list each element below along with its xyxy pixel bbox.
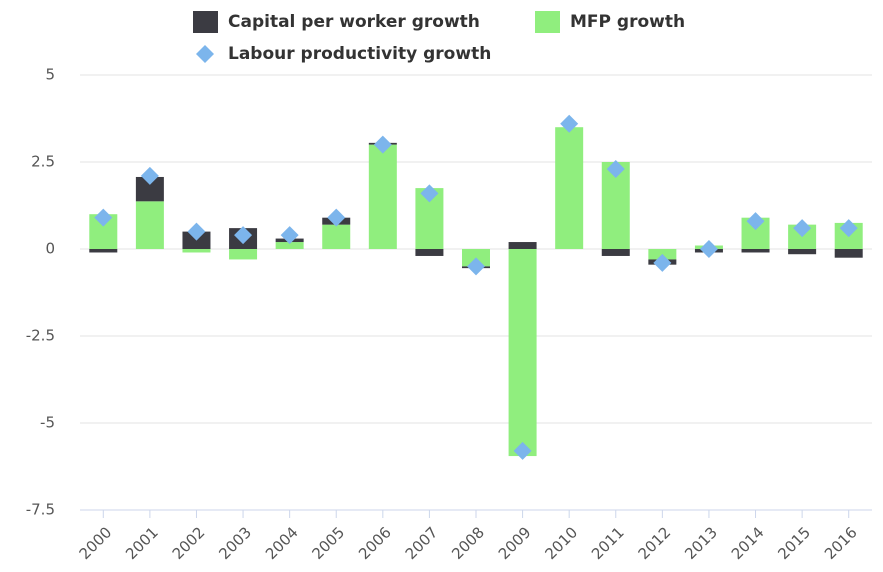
bar <box>834 249 863 258</box>
bar <box>275 242 304 249</box>
bar <box>555 127 584 249</box>
x-tick-label: 2003 <box>215 523 255 563</box>
legend-label[interactable]: Capital per worker growth <box>228 12 480 32</box>
y-tick-label: -5 <box>40 414 55 432</box>
x-tick-label: 2016 <box>821 523 861 563</box>
x-tick-label: 2004 <box>262 523 302 563</box>
x-tick-label: 2009 <box>495 523 535 563</box>
diamond-marker <box>327 208 346 227</box>
bar <box>368 144 397 249</box>
diamond-marker <box>699 240 718 258</box>
diamond-marker <box>187 222 206 241</box>
y-tick-label: 0 <box>45 240 55 258</box>
bar <box>182 249 211 253</box>
diamond-marker <box>280 226 299 245</box>
diamond-marker <box>653 253 672 272</box>
bar <box>135 201 164 249</box>
bar <box>741 249 770 253</box>
diamond-marker <box>746 212 765 231</box>
diamond-marker <box>373 135 392 154</box>
x-tick-label: 2011 <box>588 523 628 563</box>
bar <box>508 242 537 249</box>
x-tick-label: 2000 <box>76 523 116 563</box>
bar <box>89 249 118 253</box>
x-tick-label: 2014 <box>728 523 768 563</box>
legend-swatch[interactable] <box>535 11 560 33</box>
diamond-marker <box>513 441 532 460</box>
legend-marker[interactable] <box>196 45 214 63</box>
diamond-marker <box>793 219 812 238</box>
bar <box>415 249 444 256</box>
diamond-marker <box>560 114 579 133</box>
diamond-marker <box>234 226 253 245</box>
x-tick-label: 2006 <box>355 523 395 563</box>
x-tick-label: 2012 <box>635 523 675 563</box>
y-tick-label: 2.5 <box>31 153 55 171</box>
x-tick-label: 2007 <box>402 523 442 563</box>
diamond-marker <box>140 166 159 185</box>
y-tick-label: -7.5 <box>26 501 55 519</box>
diamond-marker <box>420 184 439 203</box>
bar <box>601 249 630 256</box>
x-tick-label: 2002 <box>169 523 209 563</box>
y-tick-label: -2.5 <box>26 327 55 345</box>
diamond-marker <box>839 219 858 238</box>
bar <box>322 224 351 249</box>
x-tick-label: 2005 <box>309 523 349 563</box>
diamond-marker <box>94 208 113 227</box>
bar <box>788 249 817 255</box>
diamond-marker <box>606 159 625 178</box>
x-tick-label: 2013 <box>681 523 721 563</box>
legend-label[interactable]: MFP growth <box>570 12 685 32</box>
legend-swatch[interactable] <box>193 11 218 33</box>
legend-label[interactable]: Labour productivity growth <box>228 44 491 64</box>
y-tick-label: 5 <box>45 66 55 84</box>
x-tick-label: 2008 <box>448 523 488 563</box>
x-tick-label: 2015 <box>774 523 814 563</box>
bar <box>508 249 537 457</box>
x-tick-label: 2001 <box>122 523 162 563</box>
x-tick-label: 2010 <box>541 523 581 563</box>
bar <box>229 249 258 260</box>
diamond-marker <box>467 257 485 276</box>
